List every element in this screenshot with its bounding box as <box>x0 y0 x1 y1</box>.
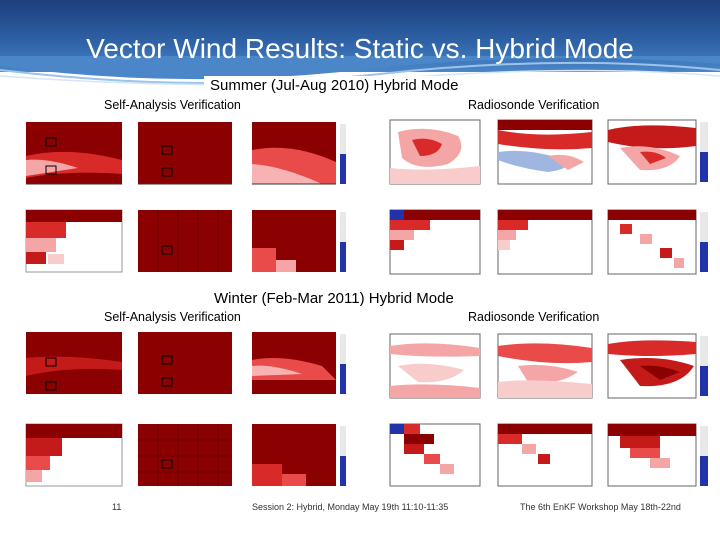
winter-self-analysis-label: Self-Analysis Verification <box>100 310 245 324</box>
summer-self-nh-contour <box>8 116 124 192</box>
session-info: Session 2: Hybrid, Monday May 19th 11:10… <box>252 502 449 512</box>
winter-self-nh-contour <box>8 326 124 402</box>
summer-raob-nh-grid <box>368 204 484 284</box>
winter-raob-tr-contour <box>488 326 598 406</box>
summer-radiosonde-label: Radiosonde Verification <box>464 98 604 112</box>
summer-raob-tr-contour <box>488 112 598 192</box>
slide-title: Vector Wind Results: Static vs. Hybrid M… <box>86 33 634 64</box>
winter-raob-sh-contour <box>600 326 716 406</box>
winter-self-sh-contour <box>242 326 352 402</box>
winter-raob-sh-grid <box>600 418 716 494</box>
summer-self-nh-grid <box>8 204 124 280</box>
summer-raob-tr-grid <box>488 204 598 284</box>
winter-raob-nh-grid <box>368 418 484 494</box>
summer-raob-nh-contour <box>368 112 484 192</box>
summer-self-tr-grid <box>128 204 238 280</box>
summer-raob-sh-grid <box>600 204 716 284</box>
winter-self-tr-grid <box>128 418 238 494</box>
workshop-info: The 6th EnKF Workshop May 18th-22nd <box>520 502 681 512</box>
summer-self-tr-contour <box>128 116 238 192</box>
winter-heading: Winter (Feb-Mar 2011) Hybrid Mode <box>208 289 460 308</box>
summer-self-analysis-label: Self-Analysis Verification <box>100 98 245 112</box>
winter-raob-tr-grid <box>488 418 598 494</box>
summer-self-sh-grid <box>242 204 352 280</box>
winter-raob-nh-contour <box>368 326 484 406</box>
summer-heading: Summer (Jul-Aug 2010) Hybrid Mode <box>204 76 465 95</box>
winter-self-tr-contour <box>128 326 238 402</box>
winter-radiosonde-label: Radiosonde Verification <box>464 310 604 324</box>
summer-self-sh-contour <box>242 116 352 192</box>
summer-raob-sh-contour <box>600 112 716 192</box>
winter-self-sh-grid <box>242 418 352 494</box>
winter-self-nh-grid <box>8 418 124 494</box>
page-number: 11 <box>112 502 122 512</box>
